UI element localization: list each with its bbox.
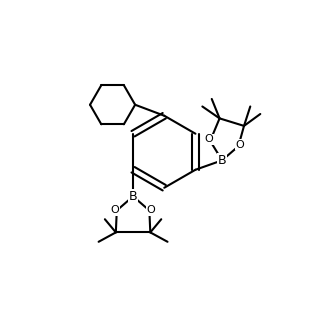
Text: O: O	[111, 205, 119, 216]
Text: B: B	[129, 190, 137, 203]
Text: O: O	[204, 134, 213, 144]
Text: O: O	[147, 205, 155, 216]
Text: B: B	[218, 154, 226, 167]
Text: O: O	[235, 140, 244, 150]
